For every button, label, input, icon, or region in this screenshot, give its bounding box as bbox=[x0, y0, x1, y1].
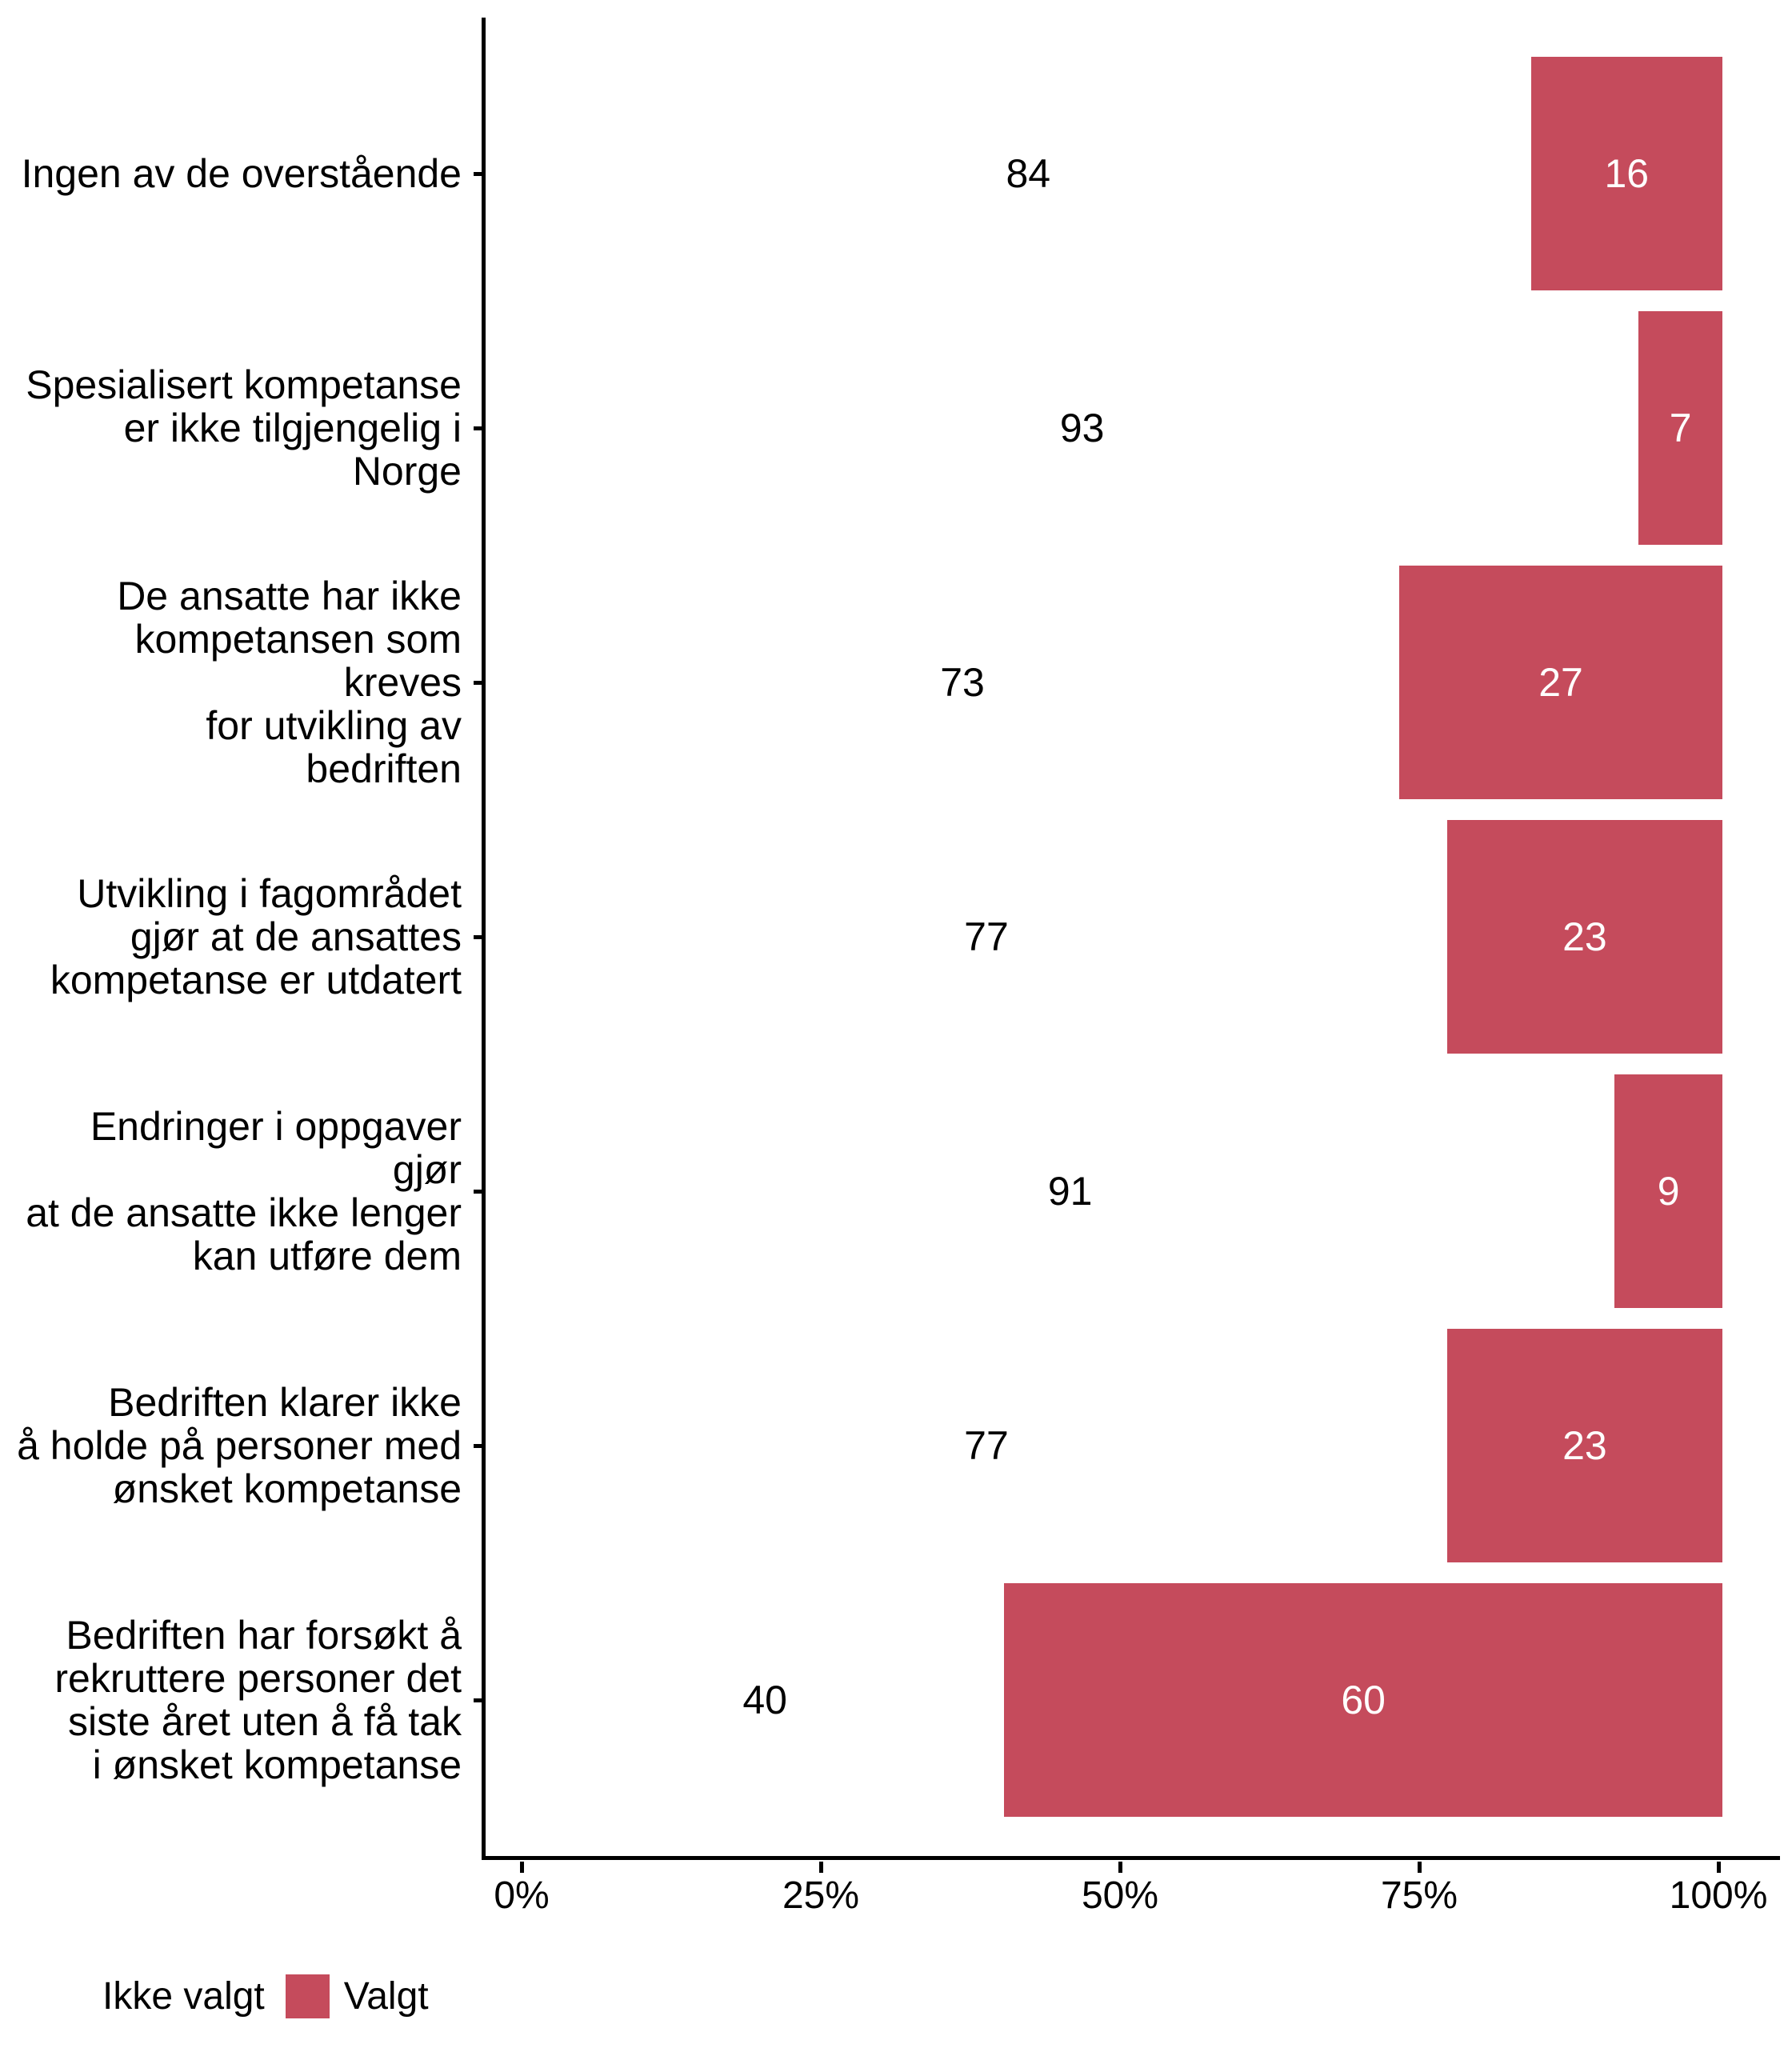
x-tick-label: 25% bbox=[782, 1874, 860, 1917]
legend-label-valgt: Valgt bbox=[343, 1975, 429, 2018]
x-axis-tick bbox=[1717, 1862, 1721, 1873]
bar-segment-valgt: 23 bbox=[1446, 820, 1722, 1054]
value-label-valgt: 23 bbox=[1562, 1423, 1607, 1468]
category-label: Utvikling i fagområdet gjør at de ansatt… bbox=[50, 871, 462, 1002]
bar-segment-valgt: 60 bbox=[1004, 1583, 1722, 1817]
bar-segment-ikke-valgt: 77 bbox=[526, 820, 1447, 1054]
bar-segment-ikke-valgt: 77 bbox=[526, 1329, 1447, 1562]
value-label-ikke-valgt: 77 bbox=[964, 1423, 1009, 1468]
bar-segment-valgt: 23 bbox=[1446, 1329, 1722, 1562]
bar-segment-valgt: 9 bbox=[1614, 1074, 1722, 1308]
value-label-valgt: 9 bbox=[1657, 1169, 1680, 1214]
category-label: Spesialisert kompetanse er ikke tilgjeng… bbox=[26, 362, 462, 494]
category-label: Endringer i oppgaver gjør at de ansatte … bbox=[26, 1104, 462, 1278]
value-label-ikke-valgt: 77 bbox=[964, 914, 1009, 959]
y-axis-tick bbox=[474, 426, 486, 430]
category-label: Bedriften klarer ikke å holde på persone… bbox=[17, 1380, 462, 1511]
y-axis-tick bbox=[474, 935, 486, 939]
value-label-valgt: 16 bbox=[1604, 151, 1650, 196]
bar-segment-ikke-valgt: 40 bbox=[526, 1583, 1005, 1817]
y-axis-tick bbox=[474, 1444, 486, 1448]
x-axis-tick bbox=[520, 1862, 524, 1873]
value-label-valgt: 27 bbox=[1538, 660, 1583, 705]
x-axis-tick bbox=[1118, 1862, 1122, 1873]
bar-segment-ikke-valgt: 91 bbox=[526, 1074, 1615, 1308]
x-axis-tick bbox=[819, 1862, 823, 1873]
category-label: Bedriften har forsøkt å rekruttere perso… bbox=[54, 1613, 462, 1787]
x-tick-label: 75% bbox=[1380, 1874, 1458, 1917]
bar-segment-valgt: 7 bbox=[1638, 311, 1722, 545]
value-label-ikke-valgt: 73 bbox=[940, 660, 985, 705]
value-label-ikke-valgt: 40 bbox=[742, 1678, 787, 1722]
value-label-ikke-valgt: 91 bbox=[1047, 1169, 1093, 1214]
y-axis-tick bbox=[474, 681, 486, 685]
category-label: Ingen av de overstående bbox=[21, 151, 462, 196]
value-label-valgt: 7 bbox=[1669, 406, 1692, 450]
x-tick-label: 0% bbox=[494, 1874, 550, 1917]
category-label: De ansatte har ikke kompetansen som krev… bbox=[117, 574, 462, 791]
y-axis-tick bbox=[474, 172, 486, 176]
y-axis-tick bbox=[474, 1190, 486, 1194]
x-tick-label: 100% bbox=[1669, 1874, 1768, 1917]
bar-segment-ikke-valgt: 93 bbox=[526, 311, 1639, 545]
x-tick-label: 50% bbox=[1081, 1874, 1159, 1917]
legend: Ikke valgt Valgt bbox=[44, 1974, 429, 2018]
legend-key-valgt bbox=[285, 1974, 330, 2018]
legend-key-ikke-valgt bbox=[44, 1974, 88, 2018]
value-label-valgt: 23 bbox=[1562, 914, 1607, 959]
value-label-ikke-valgt: 84 bbox=[1006, 151, 1051, 196]
bar-segment-valgt: 27 bbox=[1399, 566, 1722, 799]
legend-label-ikke-valgt: Ikke valgt bbox=[102, 1975, 265, 2018]
x-axis-tick bbox=[1418, 1862, 1422, 1873]
plot-panel: 84 16 93 7 73 27 77 23 91 9 77 23 40 60 bbox=[474, 18, 1780, 1860]
y-axis-tick bbox=[474, 1698, 486, 1702]
bar-segment-ikke-valgt: 73 bbox=[526, 566, 1400, 799]
value-label-ikke-valgt: 93 bbox=[1059, 406, 1105, 450]
bar-segment-valgt: 16 bbox=[1530, 57, 1722, 290]
value-label-valgt: 60 bbox=[1341, 1678, 1386, 1722]
bar-segment-ikke-valgt: 84 bbox=[526, 57, 1531, 290]
